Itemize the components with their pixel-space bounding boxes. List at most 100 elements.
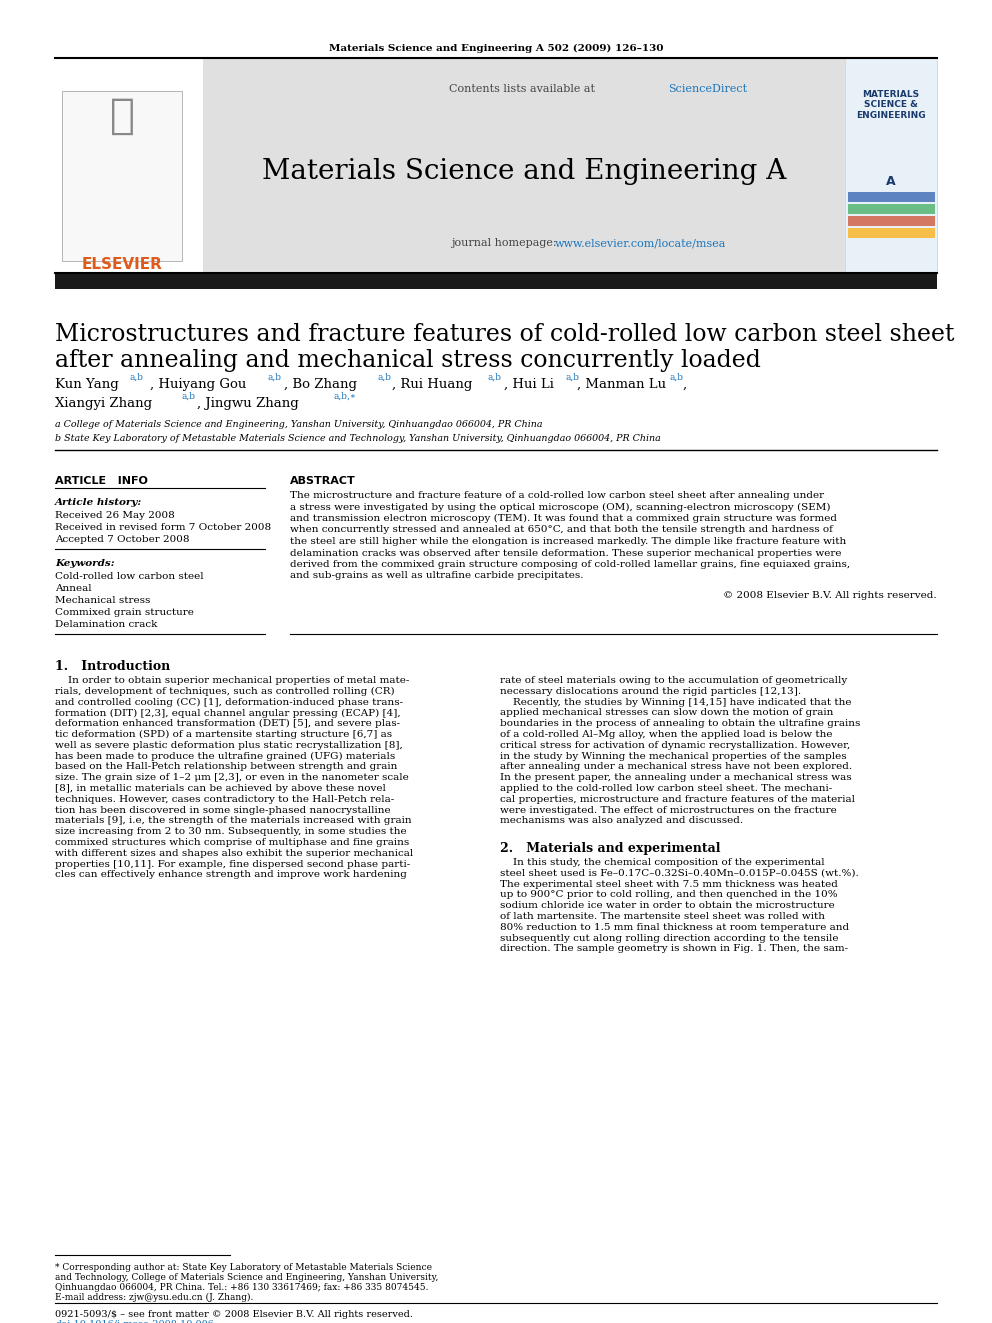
Text: 0921-5093/$ – see front matter © 2008 Elsevier B.V. All rights reserved.: 0921-5093/$ – see front matter © 2008 El… — [55, 1310, 413, 1319]
Text: 2.   Materials and experimental: 2. Materials and experimental — [500, 841, 720, 855]
Text: a,b: a,b — [182, 392, 196, 401]
Text: www.elsevier.com/locate/msea: www.elsevier.com/locate/msea — [555, 238, 726, 247]
Text: necessary dislocations around the rigid particles [12,13].: necessary dislocations around the rigid … — [500, 687, 802, 696]
Text: ScienceDirect: ScienceDirect — [668, 83, 747, 94]
Text: ABSTRACT: ABSTRACT — [290, 476, 356, 486]
Text: Microstructures and fracture features of cold-rolled low carbon steel sheet: Microstructures and fracture features of… — [55, 323, 954, 347]
Text: deformation enhanced transformation (DET) [5], and severe plas-: deformation enhanced transformation (DET… — [55, 720, 400, 729]
Text: , Bo Zhang: , Bo Zhang — [284, 378, 357, 392]
Text: direction. The sample geometry is shown in Fig. 1. Then, the sam-: direction. The sample geometry is shown … — [500, 945, 848, 954]
Text: a,b: a,b — [130, 373, 144, 382]
Text: applied mechanical stresses can slow down the motion of grain: applied mechanical stresses can slow dow… — [500, 708, 833, 717]
Bar — [845, 58, 937, 273]
Text: a,b: a,b — [378, 373, 392, 382]
Text: has been made to produce the ultrafine grained (UFG) materials: has been made to produce the ultrafine g… — [55, 751, 395, 761]
Text: Accepted 7 October 2008: Accepted 7 October 2008 — [55, 534, 189, 544]
Text: the steel are still higher while the elongation is increased markedly. The dimpl: the steel are still higher while the elo… — [290, 537, 846, 546]
Text: , Rui Huang: , Rui Huang — [392, 378, 472, 392]
Text: a,b,∗: a,b,∗ — [333, 392, 356, 401]
Text: properties [10,11]. For example, fine dispersed second phase parti-: properties [10,11]. For example, fine di… — [55, 860, 411, 869]
Text: up to 900°C prior to cold rolling, and then quenched in the 10%: up to 900°C prior to cold rolling, and t… — [500, 890, 837, 900]
Text: 🌳: 🌳 — [109, 95, 135, 138]
Text: cal properties, microstructure and fracture features of the material: cal properties, microstructure and fract… — [500, 795, 855, 804]
Text: and controlled cooling (CC) [1], deformation-induced phase trans-: and controlled cooling (CC) [1], deforma… — [55, 697, 403, 706]
Text: In order to obtain superior mechanical properties of metal mate-: In order to obtain superior mechanical p… — [55, 676, 410, 685]
Text: after annealing and mechanical stress concurrently loaded: after annealing and mechanical stress co… — [55, 349, 761, 372]
Text: A: A — [886, 175, 896, 188]
Text: Keywords:: Keywords: — [55, 560, 115, 568]
Text: and transmission electron microscopy (TEM). It was found that a commixed grain s: and transmission electron microscopy (TE… — [290, 515, 837, 523]
Text: Received 26 May 2008: Received 26 May 2008 — [55, 511, 175, 520]
Text: formation (DIT) [2,3], equal channel angular pressing (ECAP) [4],: formation (DIT) [2,3], equal channel ang… — [55, 708, 401, 717]
Text: doi:10.1016/j.msea.2008.10.006: doi:10.1016/j.msea.2008.10.006 — [55, 1320, 214, 1323]
Text: a,b: a,b — [488, 373, 502, 382]
Text: ,: , — [683, 378, 687, 392]
Text: Commixed grain structure: Commixed grain structure — [55, 609, 193, 617]
Text: Kun Yang: Kun Yang — [55, 378, 119, 392]
Text: journal homepage:: journal homepage: — [451, 238, 560, 247]
Bar — [848, 216, 935, 226]
Bar — [203, 58, 845, 273]
Text: boundaries in the process of annealing to obtain the ultrafine grains: boundaries in the process of annealing t… — [500, 720, 860, 728]
Text: subsequently cut along rolling direction according to the tensile: subsequently cut along rolling direction… — [500, 934, 838, 942]
Text: delamination cracks was observed after tensile deformation. These superior mecha: delamination cracks was observed after t… — [290, 549, 841, 557]
Text: a,b: a,b — [669, 373, 683, 382]
Text: Received in revised form 7 October 2008: Received in revised form 7 October 2008 — [55, 523, 271, 532]
Text: tic deformation (SPD) of a martensite starting structure [6,7] as: tic deformation (SPD) of a martensite st… — [55, 730, 392, 740]
Bar — [55, 58, 203, 273]
Text: based on the Hall-Petch relationship between strength and grain: based on the Hall-Petch relationship bet… — [55, 762, 398, 771]
Text: with different sizes and shapes also exhibit the superior mechanical: with different sizes and shapes also exh… — [55, 849, 414, 857]
Text: ELSEVIER: ELSEVIER — [81, 257, 163, 273]
Text: [8], in metallic materials can be achieved by above these novel: [8], in metallic materials can be achiev… — [55, 785, 386, 792]
Text: , Huiyang Gou: , Huiyang Gou — [150, 378, 246, 392]
Text: rate of steel materials owing to the accumulation of geometrically: rate of steel materials owing to the acc… — [500, 676, 847, 685]
Text: mechanisms was also analyzed and discussed.: mechanisms was also analyzed and discuss… — [500, 816, 743, 826]
Text: steel sheet used is Fe–0.17C–0.32Si–0.40Mn–0.015P–0.045S (wt.%).: steel sheet used is Fe–0.17C–0.32Si–0.40… — [500, 869, 859, 877]
Bar — [55, 273, 937, 288]
Text: sodium chloride ice water in order to obtain the microstructure: sodium chloride ice water in order to ob… — [500, 901, 834, 910]
Text: well as severe plastic deformation plus static recrystallization [8],: well as severe plastic deformation plus … — [55, 741, 403, 750]
Text: * Corresponding author at: State Key Laboratory of Metastable Materials Science: * Corresponding author at: State Key Lab… — [55, 1263, 432, 1271]
Text: critical stress for activation of dynamic recrystallization. However,: critical stress for activation of dynami… — [500, 741, 850, 750]
Text: size increasing from 2 to 30 nm. Subsequently, in some studies the: size increasing from 2 to 30 nm. Subsequ… — [55, 827, 407, 836]
Text: Delamination crack: Delamination crack — [55, 620, 158, 628]
Text: in the study by Winning the mechanical properties of the samples: in the study by Winning the mechanical p… — [500, 751, 846, 761]
Text: 80% reduction to 1.5 mm final thickness at room temperature and: 80% reduction to 1.5 mm final thickness … — [500, 923, 849, 931]
Text: techniques. However, cases contradictory to the Hall-Petch rela-: techniques. However, cases contradictory… — [55, 795, 394, 804]
Text: derived from the commixed grain structure composing of cold-rolled lamellar grai: derived from the commixed grain structur… — [290, 560, 850, 569]
Text: b State Key Laboratory of Metastable Materials Science and Technology, Yanshan U: b State Key Laboratory of Metastable Mat… — [55, 434, 661, 443]
Bar — [62, 91, 182, 261]
Text: Article history:: Article history: — [55, 497, 142, 507]
Text: Anneal: Anneal — [55, 583, 91, 593]
Text: Qinhuangdao 066004, PR China. Tel.: +86 130 33617469; fax: +86 335 8074545.: Qinhuangdao 066004, PR China. Tel.: +86 … — [55, 1283, 429, 1293]
Text: E-mail address: zjw@ysu.edu.cn (J. Zhang).: E-mail address: zjw@ysu.edu.cn (J. Zhang… — [55, 1293, 253, 1302]
Text: and Technology, College of Materials Science and Engineering, Yanshan University: and Technology, College of Materials Sci… — [55, 1273, 438, 1282]
Text: © 2008 Elsevier B.V. All rights reserved.: © 2008 Elsevier B.V. All rights reserved… — [723, 591, 937, 601]
Text: Xiangyi Zhang: Xiangyi Zhang — [55, 397, 152, 410]
Text: of a cold-rolled Al–Mg alloy, when the applied load is below the: of a cold-rolled Al–Mg alloy, when the a… — [500, 730, 832, 740]
Text: Recently, the studies by Winning [14,15] have indicated that the: Recently, the studies by Winning [14,15]… — [500, 697, 851, 706]
Text: when concurrently stressed and annealed at 650°C, and that both the tensile stre: when concurrently stressed and annealed … — [290, 525, 833, 534]
Text: materials [9], i.e, the strength of the materials increased with grain: materials [9], i.e, the strength of the … — [55, 816, 412, 826]
Text: Materials Science and Engineering A: Materials Science and Engineering A — [262, 157, 787, 185]
Text: tion has been discovered in some single-phased nanocrystalline: tion has been discovered in some single-… — [55, 806, 391, 815]
Text: ARTICLE   INFO: ARTICLE INFO — [55, 476, 148, 486]
Text: 1.   Introduction: 1. Introduction — [55, 660, 171, 673]
Text: Mechanical stress: Mechanical stress — [55, 595, 151, 605]
Text: of lath martensite. The martensite steel sheet was rolled with: of lath martensite. The martensite steel… — [500, 912, 825, 921]
Text: size. The grain size of 1–2 μm [2,3], or even in the nanometer scale: size. The grain size of 1–2 μm [2,3], or… — [55, 773, 409, 782]
Text: In the present paper, the annealing under a mechanical stress was: In the present paper, the annealing unde… — [500, 773, 851, 782]
Text: a College of Materials Science and Engineering, Yanshan University, Qinhuangdao : a College of Materials Science and Engin… — [55, 419, 543, 429]
Text: The experimental steel sheet with 7.5 mm thickness was heated: The experimental steel sheet with 7.5 mm… — [500, 880, 838, 889]
Text: after annealing under a mechanical stress have not been explored.: after annealing under a mechanical stres… — [500, 762, 852, 771]
Text: and sub-grains as well as ultrafine carbide precipitates.: and sub-grains as well as ultrafine carb… — [290, 572, 583, 581]
Text: cles can effectively enhance strength and improve work hardening: cles can effectively enhance strength an… — [55, 871, 407, 880]
Text: a stress were investigated by using the optical microscope (OM), scanning-electr: a stress were investigated by using the … — [290, 503, 830, 512]
Text: , Jingwu Zhang: , Jingwu Zhang — [197, 397, 299, 410]
Text: , Manman Lu: , Manman Lu — [577, 378, 666, 392]
Text: Materials Science and Engineering A 502 (2009) 126–130: Materials Science and Engineering A 502 … — [328, 44, 664, 53]
Text: , Hui Li: , Hui Li — [504, 378, 554, 392]
Bar — [848, 228, 935, 238]
Text: a,b: a,b — [268, 373, 282, 382]
Text: rials, development of techniques, such as controlled rolling (CR): rials, development of techniques, such a… — [55, 687, 395, 696]
